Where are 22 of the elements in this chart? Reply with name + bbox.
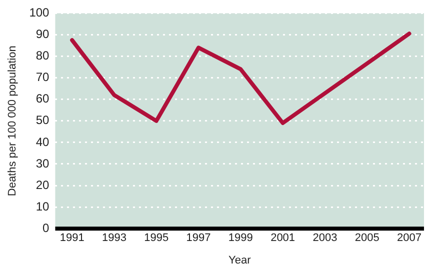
y-tick-label: 40 [36,134,50,149]
x-tick-label: 2007 [397,232,422,244]
x-tick-label: 1993 [102,232,126,244]
x-tick-label: 2001 [270,232,296,244]
x-tick-label: 1991 [60,232,84,244]
y-tick-label: 70 [36,70,50,84]
y-tick-label: 0 [42,220,50,235]
x-tick-label: 2005 [354,232,380,244]
x-axis-title: Year [228,254,252,266]
y-tick-label: 20 [36,178,50,192]
x-tick-label: 1999 [228,232,253,244]
y-tick-label: 100 [29,6,50,20]
y-tick-label: 30 [36,156,50,170]
x-tick-label: 1997 [186,232,211,244]
x-tick-label: 1995 [144,232,169,244]
x-tick-label: 2003 [312,232,338,244]
y-tick-label: 50 [36,113,50,128]
y-axis-title: Deaths per 100 000 population [6,46,19,196]
y-tick-label: 10 [36,199,50,214]
y-tick-label: 60 [36,92,50,106]
y-tick-label: 90 [36,27,50,42]
y-tick-label: 80 [36,48,50,63]
